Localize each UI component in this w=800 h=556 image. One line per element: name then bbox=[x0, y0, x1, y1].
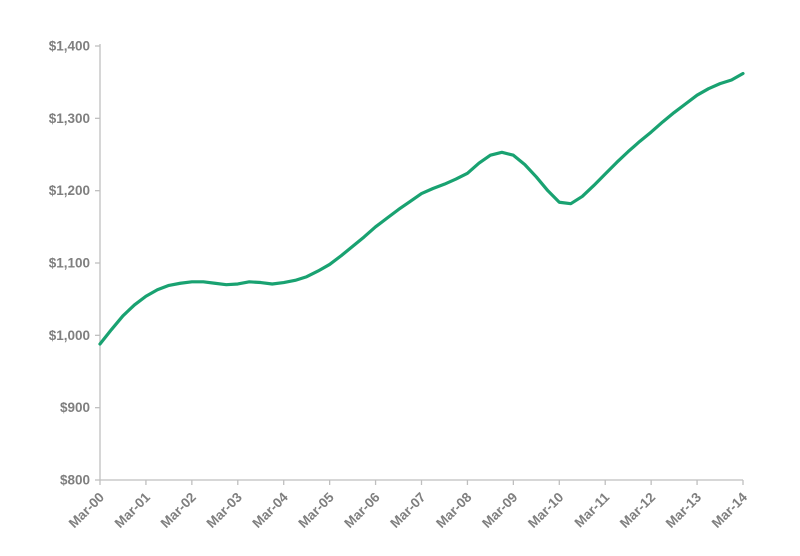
y-axis-tick-label: $1,400 bbox=[49, 39, 90, 54]
x-axis-tick-label: Mar-09 bbox=[479, 490, 520, 531]
x-axis-tick-label: Mar-10 bbox=[525, 490, 566, 531]
y-axis-tick-label: $1,200 bbox=[49, 183, 90, 198]
y-axis-tick-label: $1,000 bbox=[49, 328, 90, 343]
y-axis-tick-label: $1,100 bbox=[49, 256, 90, 271]
x-axis-tick-label: Mar-08 bbox=[433, 489, 475, 531]
y-axis-tick-label: $800 bbox=[60, 473, 90, 488]
y-axis-tick-label: $1,300 bbox=[49, 111, 90, 126]
series-group bbox=[98, 71, 745, 346]
data-series-line bbox=[98, 71, 745, 346]
x-axis-tick-label: Mar-01 bbox=[112, 489, 154, 531]
x-axis-tick-label: Mar-05 bbox=[295, 489, 337, 531]
x-axis-tick-label: Mar-11 bbox=[571, 489, 612, 530]
x-axis-tick-label: Mar-02 bbox=[158, 490, 199, 531]
x-axis-tick-label: Mar-14 bbox=[709, 489, 751, 531]
x-axis-tick-label: Mar-07 bbox=[387, 490, 428, 531]
x-axis-tick-label: Mar-12 bbox=[617, 490, 658, 531]
x-axis-tick-label: Mar-04 bbox=[249, 489, 291, 531]
x-axis-tick-label: Mar-00 bbox=[66, 490, 107, 531]
axes-group bbox=[99, 44, 743, 481]
axis-labels-group: $800 $900 $1,000 $1,100 $1,200 $1,300 $1,400 Ma… bbox=[49, 39, 751, 531]
x-axis-tick-label: Mar-06 bbox=[341, 489, 383, 531]
x-axis-tick-label: Mar-13 bbox=[663, 489, 705, 531]
y-axis-tick-label: $900 bbox=[60, 400, 90, 415]
x-axis-tick-label: Mar-03 bbox=[204, 489, 246, 531]
ticks-group bbox=[95, 45, 744, 485]
